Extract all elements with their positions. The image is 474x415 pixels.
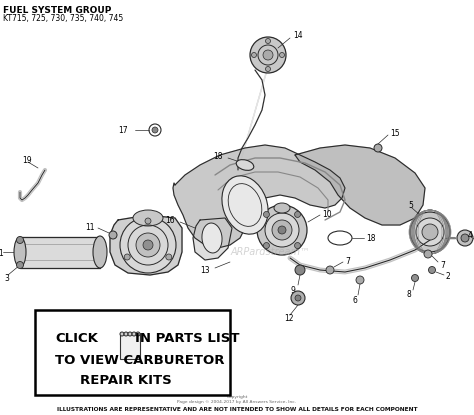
Text: ILLUSTRATIONS ARE REPRESENTATIVE AND ARE NOT INTENDED TO SHOW ALL DETAILS FOR EA: ILLUSTRATIONS ARE REPRESENTATIVE AND ARE… [57, 407, 417, 412]
Text: 18: 18 [366, 234, 375, 242]
Circle shape [143, 240, 153, 250]
Circle shape [457, 230, 473, 246]
Text: 13: 13 [200, 266, 210, 274]
Text: 17: 17 [118, 125, 128, 134]
Circle shape [17, 261, 24, 269]
Circle shape [294, 212, 301, 217]
Circle shape [265, 66, 271, 71]
Polygon shape [238, 70, 267, 170]
Text: 6: 6 [353, 295, 357, 305]
Circle shape [291, 291, 305, 305]
Text: KT715, 725, 730, 735, 740, 745: KT715, 725, 730, 735, 740, 745 [3, 14, 123, 23]
Circle shape [264, 242, 269, 249]
Ellipse shape [274, 203, 290, 213]
Circle shape [166, 254, 172, 260]
Circle shape [422, 224, 438, 240]
Text: 3: 3 [4, 273, 9, 283]
Text: 8: 8 [407, 290, 411, 298]
Text: 9: 9 [291, 286, 295, 295]
Polygon shape [193, 218, 232, 260]
Circle shape [257, 205, 307, 255]
Circle shape [124, 254, 130, 260]
Ellipse shape [14, 237, 26, 267]
Text: REPAIR KITS: REPAIR KITS [80, 374, 172, 387]
Circle shape [128, 332, 132, 336]
Circle shape [278, 226, 286, 234]
Text: 11: 11 [85, 222, 94, 232]
Ellipse shape [222, 176, 268, 234]
Text: 10: 10 [322, 210, 332, 219]
Polygon shape [20, 237, 100, 268]
Circle shape [280, 53, 284, 58]
Ellipse shape [202, 223, 222, 253]
Text: 5: 5 [408, 200, 413, 210]
Circle shape [416, 218, 444, 246]
Text: ARPardstream™: ARPardstream™ [230, 247, 310, 257]
Circle shape [411, 274, 419, 281]
Circle shape [136, 332, 140, 336]
Text: CLICK: CLICK [55, 332, 98, 345]
Circle shape [120, 217, 176, 273]
Text: 7: 7 [345, 256, 350, 266]
Circle shape [461, 234, 469, 242]
Circle shape [295, 265, 305, 275]
Polygon shape [295, 145, 425, 225]
Circle shape [424, 250, 432, 258]
Ellipse shape [93, 236, 107, 268]
Circle shape [263, 50, 273, 60]
Circle shape [265, 39, 271, 44]
Text: IN PARTS LIST: IN PARTS LIST [135, 332, 239, 345]
Circle shape [132, 332, 136, 336]
Circle shape [356, 276, 364, 284]
Circle shape [109, 231, 117, 239]
Circle shape [17, 237, 24, 244]
Text: 12: 12 [284, 313, 293, 322]
Text: 7: 7 [440, 261, 445, 269]
Circle shape [250, 37, 286, 73]
Circle shape [264, 212, 269, 217]
Circle shape [272, 220, 292, 240]
Text: TO VIEW CARBURETOR: TO VIEW CARBURETOR [55, 354, 225, 367]
Circle shape [120, 332, 124, 336]
Text: 1: 1 [0, 249, 3, 257]
Text: 14: 14 [293, 32, 302, 41]
Polygon shape [173, 145, 345, 248]
Text: 2: 2 [446, 271, 451, 281]
Circle shape [410, 212, 450, 252]
Ellipse shape [133, 210, 163, 226]
Circle shape [326, 266, 334, 274]
Ellipse shape [236, 160, 254, 171]
Bar [120, 333, 140, 359]
Polygon shape [110, 215, 182, 275]
Text: 15: 15 [390, 129, 400, 137]
Circle shape [294, 242, 301, 249]
Text: 4: 4 [468, 230, 473, 239]
Circle shape [265, 213, 299, 247]
Circle shape [145, 218, 151, 224]
Text: 18: 18 [213, 151, 222, 161]
Text: 16: 16 [165, 215, 174, 225]
Circle shape [124, 332, 128, 336]
Bar [35, 310, 230, 395]
Circle shape [152, 127, 158, 133]
Text: Copyright
Page design © 2004-2017 by All Answers Service, Inc.: Copyright Page design © 2004-2017 by All… [177, 395, 297, 404]
Circle shape [295, 295, 301, 301]
Circle shape [252, 53, 256, 58]
Circle shape [374, 144, 382, 152]
Text: 19: 19 [22, 156, 32, 164]
Circle shape [136, 233, 160, 257]
Text: FUEL SYSTEM GROUP: FUEL SYSTEM GROUP [3, 6, 111, 15]
Circle shape [428, 266, 436, 273]
